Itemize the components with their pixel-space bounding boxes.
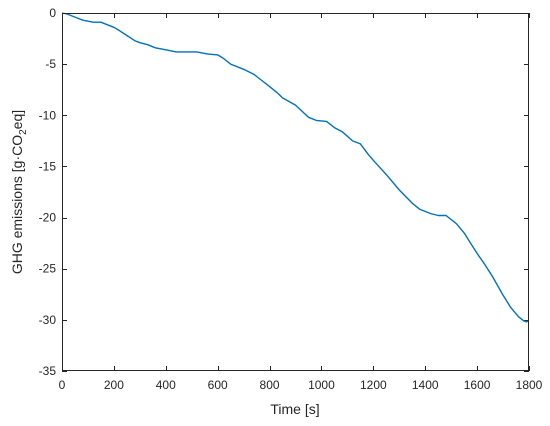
x-tick-label: 1000 <box>308 378 335 392</box>
y-tick-label: -15 <box>39 159 57 173</box>
x-tick-label: 800 <box>260 378 280 392</box>
emissions-series-line <box>61 12 530 323</box>
y-axis-title: GHG emissions [g·CO2eq] <box>9 110 29 274</box>
x-tick-label: 1400 <box>412 378 439 392</box>
x-axis-title: Time [s] <box>270 401 319 417</box>
y-axis-ticks: -35 -30 -25 -20 -15 -10 -5 0 <box>39 6 529 378</box>
y-tick-label: 0 <box>49 6 56 20</box>
y-tick-label: -20 <box>39 211 57 225</box>
x-tick-label: 200 <box>104 378 124 392</box>
y-tick-label: -5 <box>45 57 56 71</box>
x-tick-label: 400 <box>156 378 176 392</box>
x-tick-label: 0 <box>59 378 66 392</box>
y-tick-label: -30 <box>39 313 57 327</box>
y-tick-label: -35 <box>39 364 57 378</box>
x-tick-label: 1200 <box>360 378 387 392</box>
plot-frame <box>62 13 529 371</box>
y-tick-label: -25 <box>39 262 57 276</box>
x-tick-label: 1800 <box>516 378 543 392</box>
x-axis-ticks: 0 200 400 600 800 1000 1200 1400 1600 1800 <box>59 13 543 392</box>
x-tick-label: 1600 <box>464 378 491 392</box>
plot-background <box>62 13 529 371</box>
y-tick-label: -10 <box>39 108 57 122</box>
x-tick-label: 600 <box>208 378 228 392</box>
